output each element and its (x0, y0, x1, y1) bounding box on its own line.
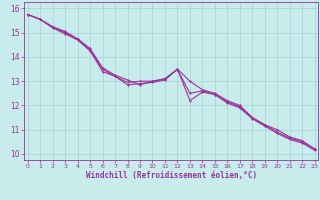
X-axis label: Windchill (Refroidissement éolien,°C): Windchill (Refroidissement éolien,°C) (86, 171, 257, 180)
